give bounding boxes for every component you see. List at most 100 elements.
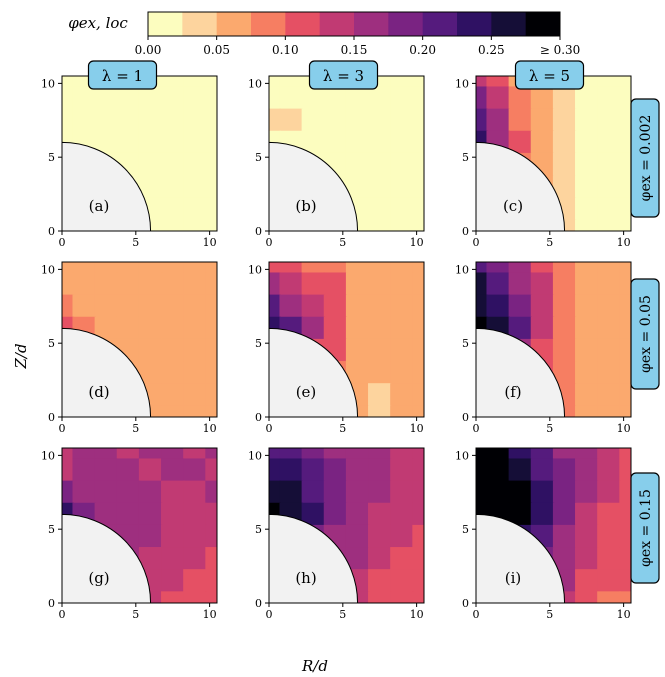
- heatmap-cell: [390, 294, 414, 318]
- heatmap-cell: [205, 262, 217, 274]
- x-tick-label: 10: [203, 422, 217, 435]
- heatmap-cell: [301, 108, 325, 132]
- heatmap-cell: [269, 86, 281, 110]
- panel-letter: (e): [296, 383, 317, 401]
- heatmap-cell: [161, 294, 185, 318]
- heatmap-cell: [138, 262, 163, 274]
- heatmap-cell: [552, 448, 577, 460]
- heatmap-cell: [301, 480, 325, 504]
- colorbar-swatch: [422, 12, 458, 36]
- heatmap-cell: [279, 448, 303, 460]
- heatmap-panel: 0 5 10 0 5 10 (h): [248, 447, 425, 621]
- heatmap-cell: [301, 86, 325, 110]
- heatmap-cell: [205, 294, 217, 318]
- heatmap-cell: [205, 86, 217, 110]
- heatmap-cell: [62, 272, 74, 296]
- y-tick-label: 0: [48, 597, 55, 610]
- x-tick-label: 5: [546, 422, 553, 435]
- y-tick-label: 0: [48, 411, 55, 424]
- x-tick-label: 10: [410, 422, 424, 435]
- heatmap-cell: [412, 219, 424, 231]
- heatmap-cell: [183, 316, 207, 341]
- heatmap-cell: [72, 480, 96, 504]
- heatmap-cell: [345, 272, 370, 296]
- y-tick-label: 10: [455, 449, 469, 462]
- heatmap-cell: [205, 197, 217, 221]
- heatmap-cell: [390, 405, 414, 417]
- heatmap-cell: [116, 294, 141, 318]
- heatmap-cell: [575, 294, 599, 318]
- heatmap-cell: [205, 591, 217, 603]
- heatmap-cell: [575, 569, 599, 593]
- heatmap-cell: [476, 294, 488, 318]
- heatmap-cell: [412, 76, 424, 88]
- heatmap-cell: [94, 448, 118, 460]
- y-tick-label: 0: [255, 411, 262, 424]
- heatmap-cell: [597, 361, 621, 385]
- heatmap-cell: [619, 272, 631, 296]
- heatmap-cell: [72, 262, 96, 274]
- heatmap-cell: [476, 76, 488, 88]
- heatmap-cell: [530, 130, 555, 155]
- heatmap-cell: [390, 458, 414, 482]
- panel-frame: [268, 261, 425, 418]
- heatmap-cell: [161, 316, 185, 341]
- heatmap-cell: [552, 361, 577, 385]
- heatmap-cell: [183, 76, 207, 88]
- heatmap-cell: [575, 130, 599, 155]
- heatmap-cell: [597, 152, 621, 177]
- heatmap-cell: [390, 152, 414, 177]
- heatmap-cell: [323, 262, 348, 274]
- x-tick-label: 5: [339, 422, 346, 435]
- heatmap-cell: [161, 524, 185, 549]
- x-tick-label: 0: [59, 236, 66, 249]
- heatmap-cell: [161, 361, 185, 385]
- x-tick-label: 0: [473, 236, 480, 249]
- heatmap-cell: [597, 547, 621, 571]
- x-tick-label: 0: [59, 422, 66, 435]
- heatmap-cell: [575, 502, 599, 527]
- heatmap-cell: [552, 108, 577, 132]
- heatmap-cell: [390, 86, 414, 110]
- y-tick-label: 10: [248, 449, 262, 462]
- heatmap-cell: [575, 86, 599, 110]
- heatmap-cell: [552, 130, 577, 155]
- heatmap-cell: [619, 219, 631, 231]
- column-label: λ = 5: [529, 67, 570, 85]
- row-label-background: [630, 472, 660, 584]
- heatmap-cell: [552, 316, 577, 341]
- heatmap-cell: [269, 262, 281, 274]
- heatmap-cell: [412, 86, 424, 110]
- heatmap-cell: [597, 76, 621, 88]
- heatmap-panel: 0 5 10 0 5 10 (e): [248, 261, 425, 435]
- colorbar-tick-label: 0.05: [203, 43, 230, 57]
- heatmap-cell: [205, 338, 217, 363]
- heatmap-cell: [486, 458, 510, 482]
- heatmap-cell: [183, 569, 207, 593]
- heatmap-cell: [597, 219, 621, 231]
- heatmap-cell: [323, 502, 348, 527]
- obstacle-disc: [61, 513, 152, 604]
- heatmap-cell: [619, 502, 631, 527]
- colorbar-tick-label: 0.10: [272, 43, 299, 57]
- heatmap-cell: [508, 108, 532, 132]
- colorbar-swatch: [216, 12, 252, 36]
- heatmap-cell: [161, 262, 185, 274]
- heatmap-cell: [390, 130, 414, 155]
- heatmap-cell: [368, 262, 392, 274]
- heatmap-cell: [575, 405, 599, 417]
- heatmap-cell: [205, 361, 217, 385]
- heatmap-cell: [183, 272, 207, 296]
- x-tick-label: 10: [410, 608, 424, 621]
- heatmap-cell: [279, 458, 303, 482]
- heatmap-cell: [116, 502, 141, 527]
- heatmap-cell: [279, 294, 303, 318]
- row-label-background: [630, 278, 660, 390]
- heatmap-cell: [161, 130, 185, 155]
- x-tick-label: 5: [132, 608, 139, 621]
- heatmap-cell: [269, 458, 281, 482]
- heatmap-cell: [368, 448, 392, 460]
- obstacle-disc: [268, 327, 359, 418]
- heatmap-cell: [486, 76, 510, 88]
- y-tick-label: 5: [462, 337, 469, 350]
